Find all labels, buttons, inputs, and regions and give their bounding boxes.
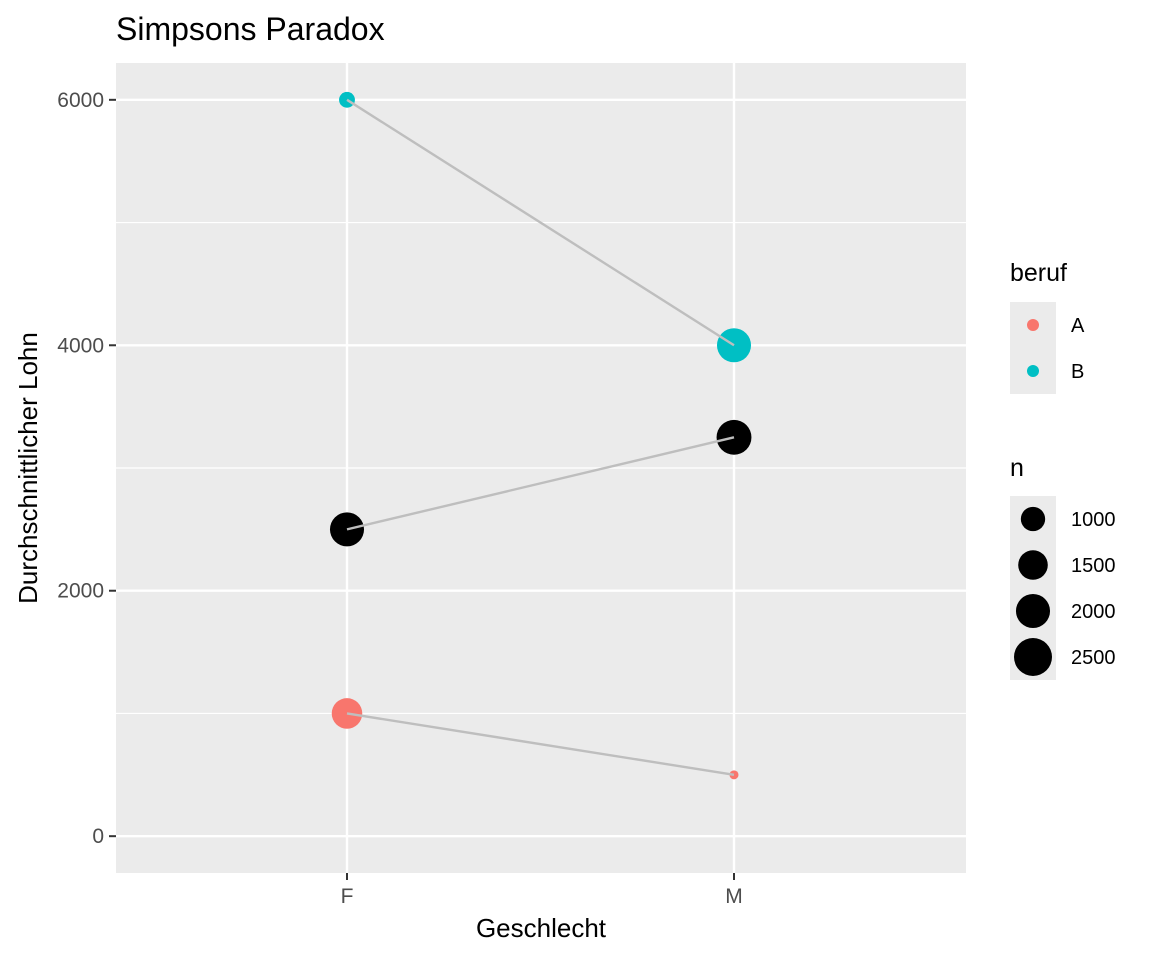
y-tick-label: 0 (92, 825, 104, 848)
y-tick-label: 4000 (57, 334, 104, 357)
connector-line (346, 436, 735, 531)
legend-key-label: 1500 (1071, 555, 1116, 577)
x-tick-label: M (725, 885, 743, 908)
legend-size-swatch (1014, 638, 1052, 676)
legend-key-label: A (1071, 315, 1085, 337)
legend-size-swatch (1018, 550, 1048, 580)
y-tick-label: 2000 (57, 580, 104, 603)
legend-key-label: 1000 (1071, 509, 1116, 531)
connector-line (346, 712, 735, 777)
legend-size-swatch (1020, 506, 1046, 532)
connector-lines (346, 98, 735, 777)
legend-color-keys: AB (1010, 302, 1085, 394)
x-axis-title: Geschlecht (476, 913, 607, 943)
legend-key-swatch (1027, 319, 1039, 331)
legend-size-swatch (1015, 593, 1051, 629)
legend-size-keys: 1000 1500 2000 2500 (1010, 496, 1116, 680)
y-tick-label: 6000 (57, 89, 104, 112)
legend-key-label: B (1071, 361, 1084, 383)
legend-color-title: beruf (1010, 259, 1067, 287)
legend-key-label: 2500 (1071, 647, 1116, 669)
y-axis: 0 2000 4000 6000 (57, 89, 116, 848)
legend-size-title: n (1010, 454, 1024, 482)
legend-key-swatch (1027, 365, 1039, 377)
chart-title: Simpsons Paradox (116, 11, 385, 47)
x-tick-label: F (341, 885, 354, 908)
grid-major (116, 63, 966, 873)
y-axis-title: Durchschnittlicher Lohn (13, 332, 43, 604)
legend-key-label: 2000 (1071, 601, 1116, 623)
connector-line (346, 98, 735, 347)
